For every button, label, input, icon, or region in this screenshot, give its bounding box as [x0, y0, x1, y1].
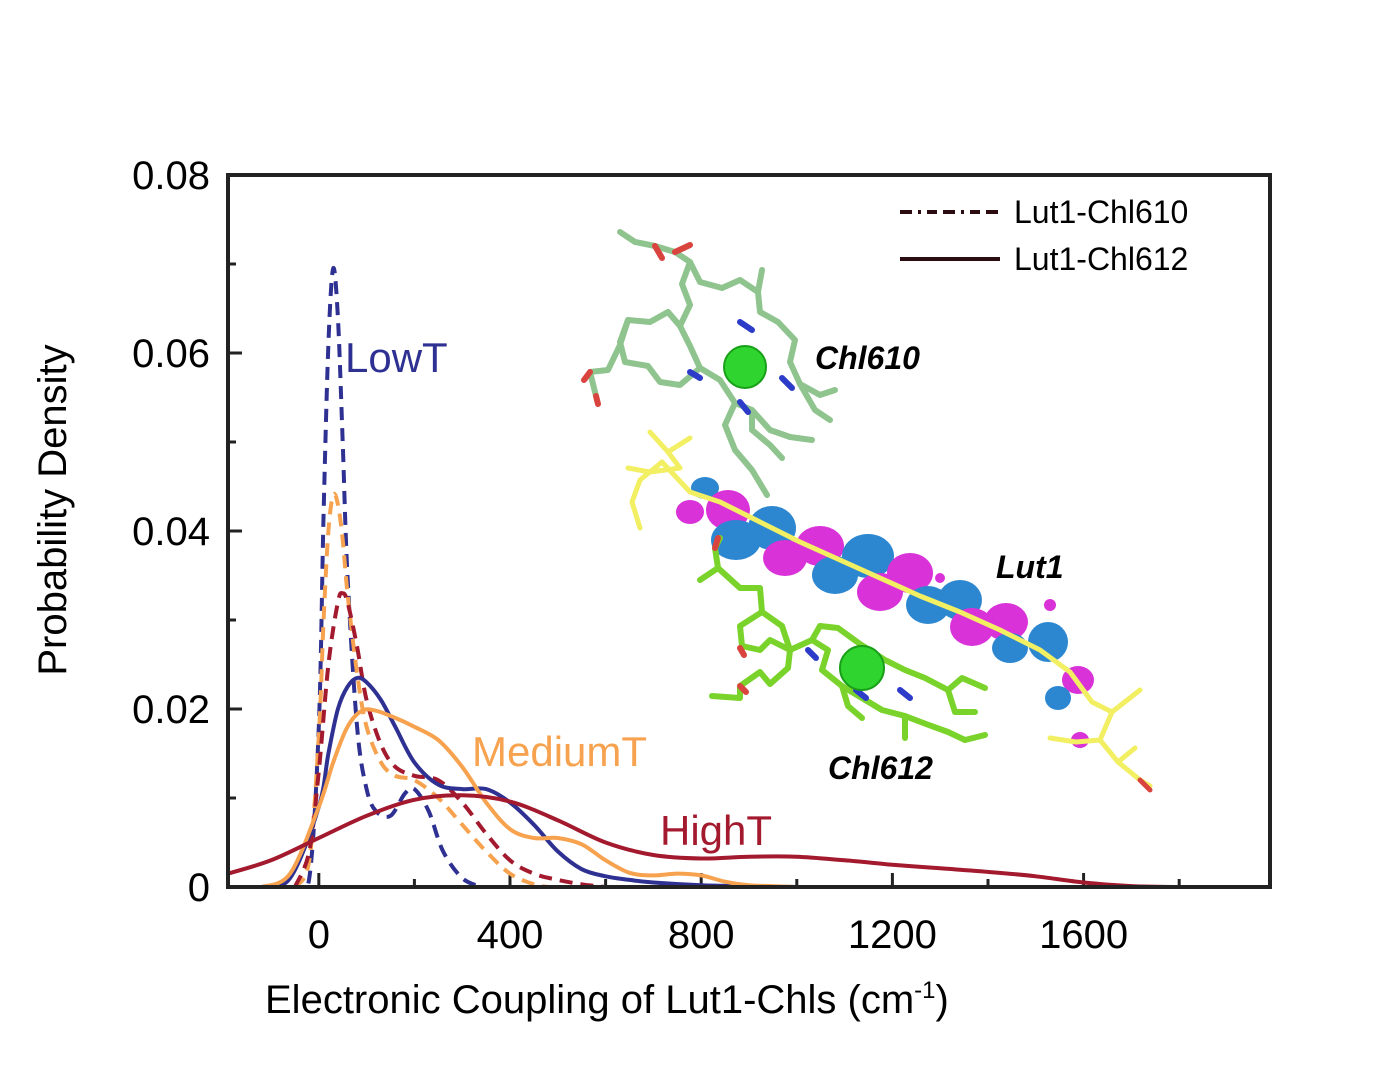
curve-lut1-chl612-hight: [228, 793, 1182, 888]
lut1-hydroxyl: [1137, 777, 1153, 793]
series-curves: [228, 266, 1182, 888]
legend: Lut1-Chl610 Lut1-Chl612: [900, 194, 1188, 277]
x-tick-label: 0: [308, 913, 330, 957]
annotation-mediumt: MediumT: [472, 728, 647, 775]
legend-label-chl610: Lut1-Chl610: [1014, 194, 1188, 230]
chl612-magnesium: [839, 645, 885, 691]
annotation-lowt: LowT: [345, 334, 448, 381]
molecular-structure-inset: Chl610 Lut1 Chl612: [581, 229, 1153, 793]
annotation-hight: HighT: [660, 807, 772, 854]
x-tick-label: 1600: [1039, 913, 1128, 957]
x-axis-title-close: ): [936, 978, 949, 1022]
x-axis-title-main: Electronic Coupling of Lut1-Chls (cm: [265, 978, 914, 1022]
x-tick-label: 400: [477, 913, 544, 957]
y-tick-label: 0.04: [132, 510, 210, 554]
inset-label-chl612: Chl612: [828, 750, 933, 786]
chl610-heteroatoms: [581, 242, 795, 415]
curve-lut1-chl610-mediumt: [293, 491, 549, 888]
x-axis-title: Electronic Coupling of Lut1-Chls (cm-1): [265, 977, 949, 1022]
chl610-magnesium: [723, 345, 767, 389]
chl612-heteroatoms: [712, 535, 913, 701]
chl610-structure: [587, 229, 838, 498]
inset-label-chl610: Chl610: [815, 340, 920, 376]
inset-label-lut1: Lut1: [996, 549, 1064, 585]
y-tick-label: 0.08: [132, 154, 210, 198]
x-tick-label: 1200: [848, 913, 937, 957]
legend-label-chl612: Lut1-Chl612: [1014, 241, 1188, 277]
x-tick-label: 800: [668, 913, 735, 957]
curve-lut1-chl610-hight: [293, 590, 606, 888]
y-axis-ticks: 0 0.02 0.04 0.06 0.08: [132, 154, 242, 910]
curve-lut1-chl612-lowt: [259, 675, 799, 888]
y-tick-label: 0.02: [132, 688, 210, 732]
x-axis-title-superscript: -1: [914, 977, 935, 1004]
y-axis-title: Probability Density: [31, 344, 75, 675]
curve-lut1-chl612-mediumt: [259, 707, 799, 888]
plot-frame: [226, 173, 1272, 889]
lut1-orbital-lobes: [676, 477, 1094, 748]
y-tick-label: 0: [188, 866, 210, 910]
y-tick-label: 0.06: [132, 332, 210, 376]
